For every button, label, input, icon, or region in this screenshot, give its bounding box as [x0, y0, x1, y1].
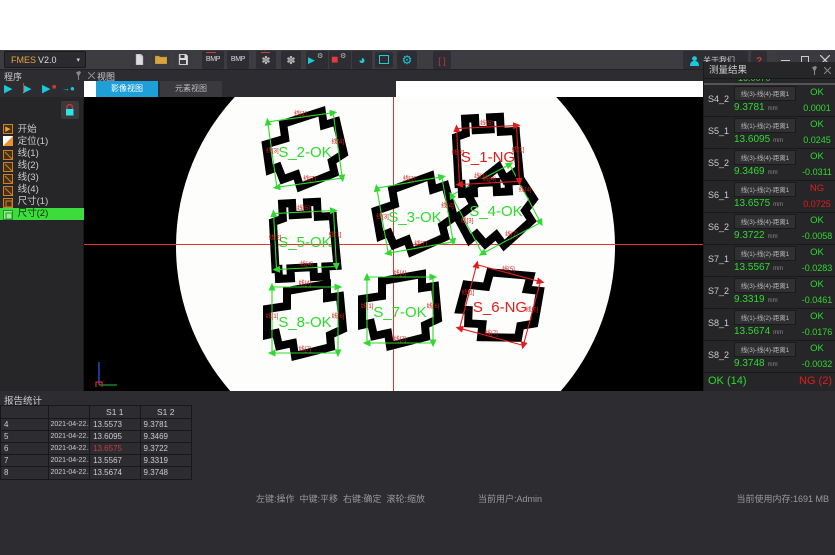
- svg-text:线[6]: 线[6]: [526, 306, 539, 314]
- svg-text:线[4]: 线[4]: [331, 137, 344, 145]
- svg-text:S_1-NG: S_1-NG: [461, 149, 515, 166]
- svg-text:线[1]: 线[1]: [294, 109, 307, 117]
- svg-text:线[3]: 线[3]: [461, 217, 474, 225]
- svg-text:S_8-OK: S_8-OK: [278, 314, 331, 331]
- svg-text:线[1]: 线[1]: [329, 230, 342, 238]
- svg-text:线[4]: 线[4]: [441, 201, 454, 209]
- svg-text:线[5]: 线[5]: [502, 265, 515, 273]
- svg-text:S_4-OK: S_4-OK: [469, 203, 522, 220]
- svg-text:线[1]: 线[1]: [266, 312, 279, 320]
- svg-text:线[6]: 线[6]: [427, 302, 440, 310]
- svg-text:线[7]: 线[7]: [394, 335, 407, 343]
- svg-text:线[1]: 线[1]: [462, 289, 475, 297]
- svg-text:线[6]: 线[6]: [332, 312, 345, 320]
- svg-text:线[1]: 线[1]: [403, 175, 416, 183]
- svg-text:线[5]: 线[5]: [480, 119, 493, 127]
- svg-text:线[7]: 线[7]: [303, 175, 316, 183]
- svg-text:线[3]: 线[3]: [266, 147, 279, 155]
- svg-text:线[7]: 线[7]: [485, 329, 498, 337]
- svg-text:线[4]: 线[4]: [519, 186, 532, 194]
- svg-text:线[2]: 线[2]: [452, 149, 465, 157]
- svg-text:线[1]: 线[1]: [512, 145, 525, 153]
- svg-text:线[4]: 线[4]: [300, 260, 313, 268]
- svg-text:S_6-NG: S_6-NG: [473, 299, 527, 316]
- svg-text:线[7]: 线[7]: [299, 345, 312, 353]
- svg-text:S_7-OK: S_7-OK: [373, 304, 426, 321]
- svg-text:线[3]: 线[3]: [376, 213, 389, 221]
- svg-text:S_5-OK: S_5-OK: [278, 234, 331, 251]
- svg-text:线[4]: 线[4]: [394, 269, 407, 277]
- svg-text:线[4]: 线[4]: [483, 175, 496, 183]
- svg-text:线[2]: 线[2]: [269, 234, 282, 242]
- svg-text:S_3-OK: S_3-OK: [388, 209, 441, 226]
- svg-text:线[7]: 线[7]: [414, 240, 427, 248]
- svg-text:线[7]: 线[7]: [505, 230, 518, 238]
- svg-text:S_2-OK: S_2-OK: [278, 144, 331, 161]
- svg-text:线[1]: 线[1]: [361, 302, 374, 310]
- svg-text:线[5]: 线[5]: [297, 204, 310, 212]
- svg-text:线[4]: 线[4]: [299, 279, 312, 287]
